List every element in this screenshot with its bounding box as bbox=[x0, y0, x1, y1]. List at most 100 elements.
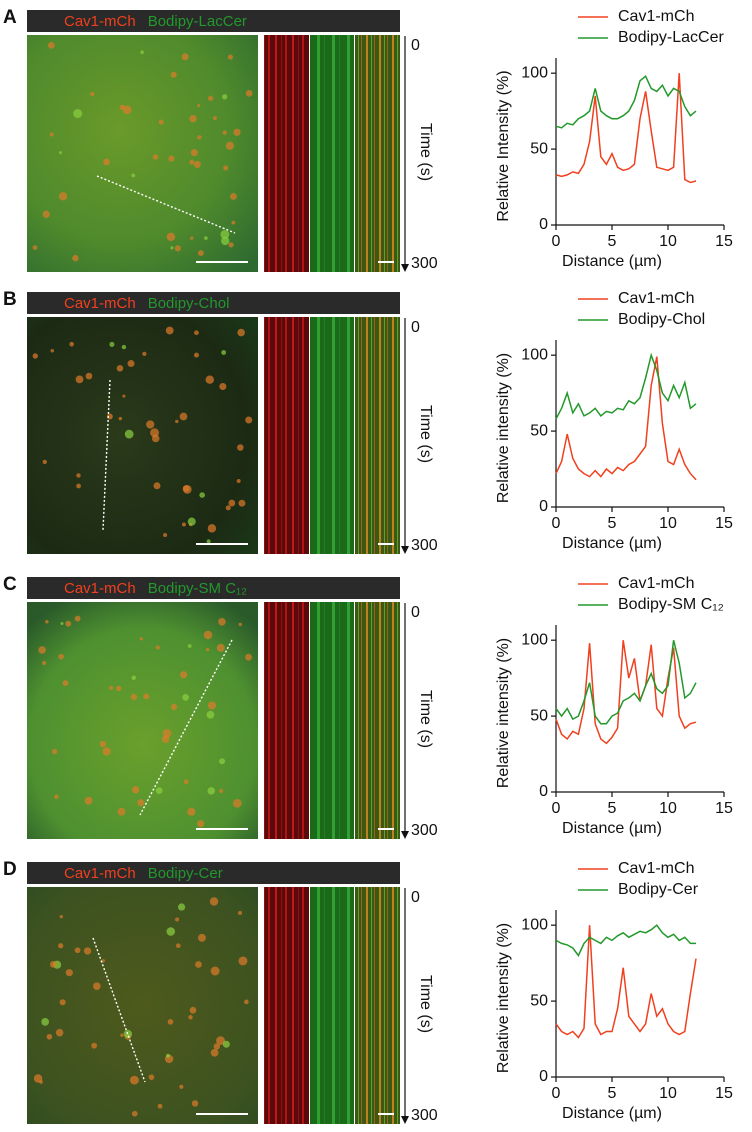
puncta bbox=[198, 933, 206, 942]
puncta bbox=[218, 617, 226, 626]
puncta bbox=[91, 1042, 98, 1049]
puncta bbox=[223, 165, 229, 171]
series-line bbox=[555, 924, 696, 957]
puncta bbox=[188, 1015, 193, 1020]
puncta bbox=[119, 104, 125, 110]
puncta bbox=[46, 1033, 53, 1040]
puncta bbox=[76, 473, 81, 478]
puncta bbox=[244, 999, 249, 1005]
y-tick-label: 50 bbox=[530, 422, 548, 439]
puncta bbox=[32, 245, 38, 250]
x-tick-label: 10 bbox=[659, 1085, 677, 1102]
kymograph-red bbox=[264, 602, 309, 839]
puncta bbox=[58, 653, 64, 660]
puncta bbox=[238, 956, 248, 966]
puncta bbox=[85, 372, 93, 380]
image-header-label: Cav1-mCh Bodipy-Chol bbox=[64, 295, 229, 312]
puncta bbox=[175, 917, 180, 922]
puncta bbox=[181, 53, 189, 61]
puncta bbox=[55, 1028, 64, 1037]
puncta bbox=[219, 758, 226, 765]
puncta bbox=[41, 1018, 50, 1026]
puncta bbox=[65, 620, 72, 627]
x-tick-label: 5 bbox=[608, 233, 617, 250]
micrograph bbox=[27, 317, 258, 554]
time-arrow bbox=[401, 1116, 409, 1124]
micrograph bbox=[27, 35, 258, 272]
puncta bbox=[207, 787, 216, 795]
puncta bbox=[59, 999, 66, 1006]
puncta bbox=[222, 94, 228, 100]
image-header bbox=[27, 862, 400, 884]
puncta bbox=[216, 643, 225, 652]
puncta bbox=[174, 245, 181, 252]
puncta bbox=[238, 910, 243, 916]
puncta bbox=[190, 149, 198, 157]
puncta bbox=[73, 109, 83, 119]
kymograph-green bbox=[310, 317, 354, 554]
puncta bbox=[62, 680, 69, 687]
puncta bbox=[231, 220, 236, 225]
time-end: 300 bbox=[411, 1107, 438, 1124]
puncta bbox=[65, 969, 73, 977]
puncta bbox=[221, 236, 230, 246]
puncta bbox=[219, 382, 227, 391]
time-start: 0 bbox=[411, 604, 420, 621]
puncta bbox=[58, 192, 68, 201]
puncta bbox=[38, 646, 46, 654]
puncta bbox=[191, 1100, 199, 1107]
series-line bbox=[555, 356, 697, 481]
puncta bbox=[49, 132, 54, 137]
puncta bbox=[233, 128, 241, 136]
puncta bbox=[245, 90, 253, 97]
puncta bbox=[76, 483, 81, 489]
image-header bbox=[27, 292, 400, 314]
puncta bbox=[115, 685, 122, 692]
puncta bbox=[166, 232, 176, 242]
puncta bbox=[193, 352, 199, 358]
time-start: 0 bbox=[411, 37, 420, 54]
puncta bbox=[193, 160, 201, 168]
x-tick-label: 10 bbox=[659, 515, 677, 532]
puncta bbox=[116, 364, 124, 372]
x-tick-label: 0 bbox=[552, 233, 561, 250]
puncta bbox=[168, 155, 175, 162]
puncta bbox=[103, 158, 110, 166]
puncta bbox=[189, 115, 197, 123]
puncta bbox=[189, 159, 195, 165]
puncta bbox=[153, 482, 161, 490]
puncta bbox=[194, 330, 199, 336]
puncta bbox=[142, 351, 147, 357]
puncta bbox=[209, 897, 219, 906]
y-tick-label: 100 bbox=[521, 64, 548, 81]
kymograph-merge bbox=[355, 317, 400, 554]
x-axis-label: Distance (µm) bbox=[562, 535, 662, 552]
series-line bbox=[555, 640, 697, 745]
puncta bbox=[165, 326, 174, 335]
puncta bbox=[207, 701, 217, 710]
x-axis-label: Distance (µm) bbox=[562, 820, 662, 837]
micrograph bbox=[27, 602, 258, 839]
puncta bbox=[236, 478, 241, 483]
time-arrow bbox=[401, 831, 409, 839]
puncta bbox=[74, 947, 81, 954]
profile-line bbox=[139, 639, 233, 816]
puncta bbox=[131, 173, 136, 178]
puncta bbox=[245, 653, 252, 661]
puncta bbox=[122, 394, 126, 398]
puncta bbox=[187, 517, 196, 526]
puncta bbox=[72, 254, 79, 262]
legend-label: Bodipy-LacCer bbox=[618, 29, 725, 46]
puncta bbox=[220, 230, 230, 239]
series-line bbox=[555, 75, 697, 129]
puncta bbox=[205, 647, 210, 652]
y-tick-label: 100 bbox=[521, 916, 548, 933]
puncta bbox=[206, 539, 211, 544]
puncta bbox=[58, 151, 62, 155]
puncta bbox=[122, 105, 132, 115]
puncta bbox=[187, 644, 192, 648]
legend-label: Cav1-mCh bbox=[618, 860, 694, 877]
puncta bbox=[130, 693, 137, 701]
